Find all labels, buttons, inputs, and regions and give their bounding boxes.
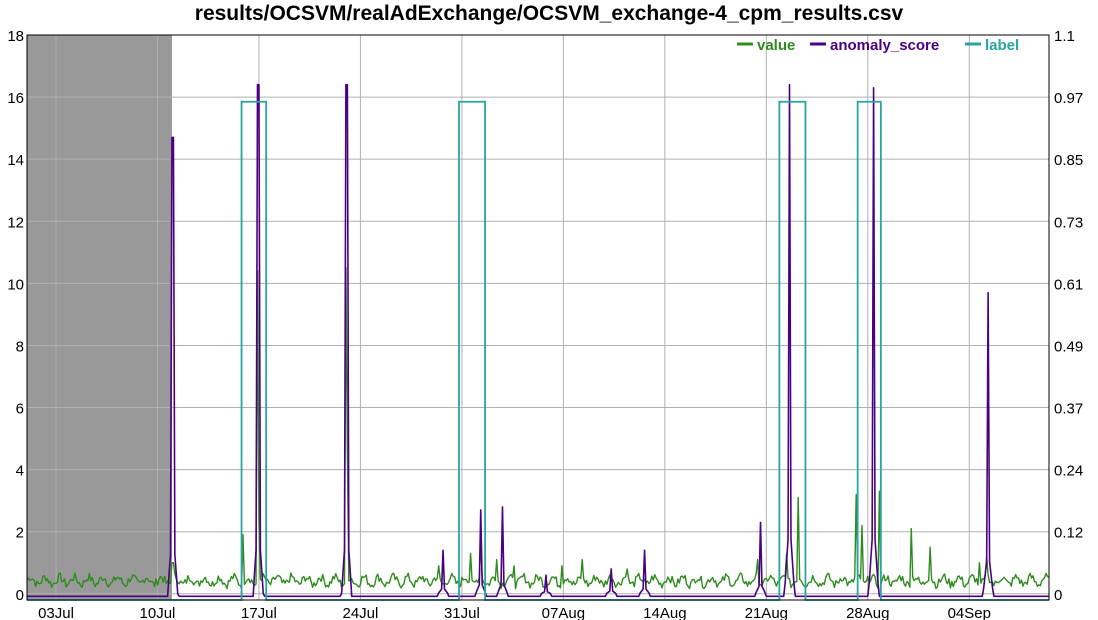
y-right-tick-label: 0.97 bbox=[1054, 90, 1083, 107]
y-left-tick-label: 8 bbox=[16, 338, 24, 355]
plot-frame bbox=[26, 34, 1050, 601]
y-right-tick-label: 0 bbox=[1054, 587, 1062, 604]
value-line bbox=[26, 267, 1050, 590]
y-left-tick-label: 0 bbox=[16, 587, 24, 604]
probation-region-layer bbox=[27, 35, 172, 600]
y-left-tick-label: 4 bbox=[16, 463, 24, 480]
y-left-tick-label: 12 bbox=[7, 214, 24, 231]
y-left-tick-label: 6 bbox=[16, 401, 24, 418]
y-right-tick-label: 0.24 bbox=[1054, 463, 1083, 480]
label-line bbox=[27, 100, 1049, 601]
y-right-tick-label: 1.1 bbox=[1054, 28, 1075, 45]
x-tick-label: 24Jul bbox=[342, 605, 378, 620]
y-right-tick-label: 0.85 bbox=[1054, 152, 1083, 169]
axis-layer: 0 2 4 6 8 10 12 14 16 18 0 0.12 0.24 0.37 0.49 0.61 0.73… bbox=[7, 28, 1083, 620]
y-right-tick-label: 0.73 bbox=[1054, 214, 1083, 231]
y-left-tick-label: 18 bbox=[7, 28, 24, 45]
legend-label-value: value bbox=[757, 37, 795, 54]
y-right-tick-label: 0.49 bbox=[1054, 338, 1083, 355]
x-tick-label: 28Aug bbox=[846, 605, 889, 620]
y-right-tick-label: 0.61 bbox=[1054, 276, 1083, 293]
x-tick-label: 10Jul bbox=[140, 605, 176, 620]
grid-layer bbox=[27, 34, 1049, 600]
y-right-tick-label: 0.12 bbox=[1054, 525, 1083, 542]
x-tick-label: 31Jul bbox=[444, 605, 480, 620]
x-tick-label: 14Aug bbox=[643, 605, 686, 620]
legend: value anomaly_score label bbox=[737, 37, 1019, 54]
y-left-tick-label: 2 bbox=[16, 525, 24, 542]
legend-label-anomaly-score: anomaly_score bbox=[830, 37, 939, 54]
probation-region bbox=[27, 35, 172, 600]
series-layer bbox=[26, 83, 1050, 601]
x-tick-label: 04Sep bbox=[948, 605, 991, 620]
x-tick-label: 03Jul bbox=[38, 605, 74, 620]
x-tick-label: 21Aug bbox=[745, 605, 788, 620]
legend-label-label: label bbox=[985, 37, 1019, 54]
y-left-tick-label: 10 bbox=[7, 276, 24, 293]
anomaly-score-line bbox=[27, 83, 1049, 598]
y-right-tick-label: 0.37 bbox=[1054, 401, 1083, 418]
chart-title: results/OCSVM/realAdExchange/OCSVM_excha… bbox=[194, 2, 904, 25]
y-left-tick-label: 14 bbox=[7, 152, 24, 169]
x-tick-label: 07Aug bbox=[542, 605, 585, 620]
y-left-tick-label: 16 bbox=[7, 90, 24, 107]
x-tick-label: 17Jul bbox=[241, 605, 277, 620]
